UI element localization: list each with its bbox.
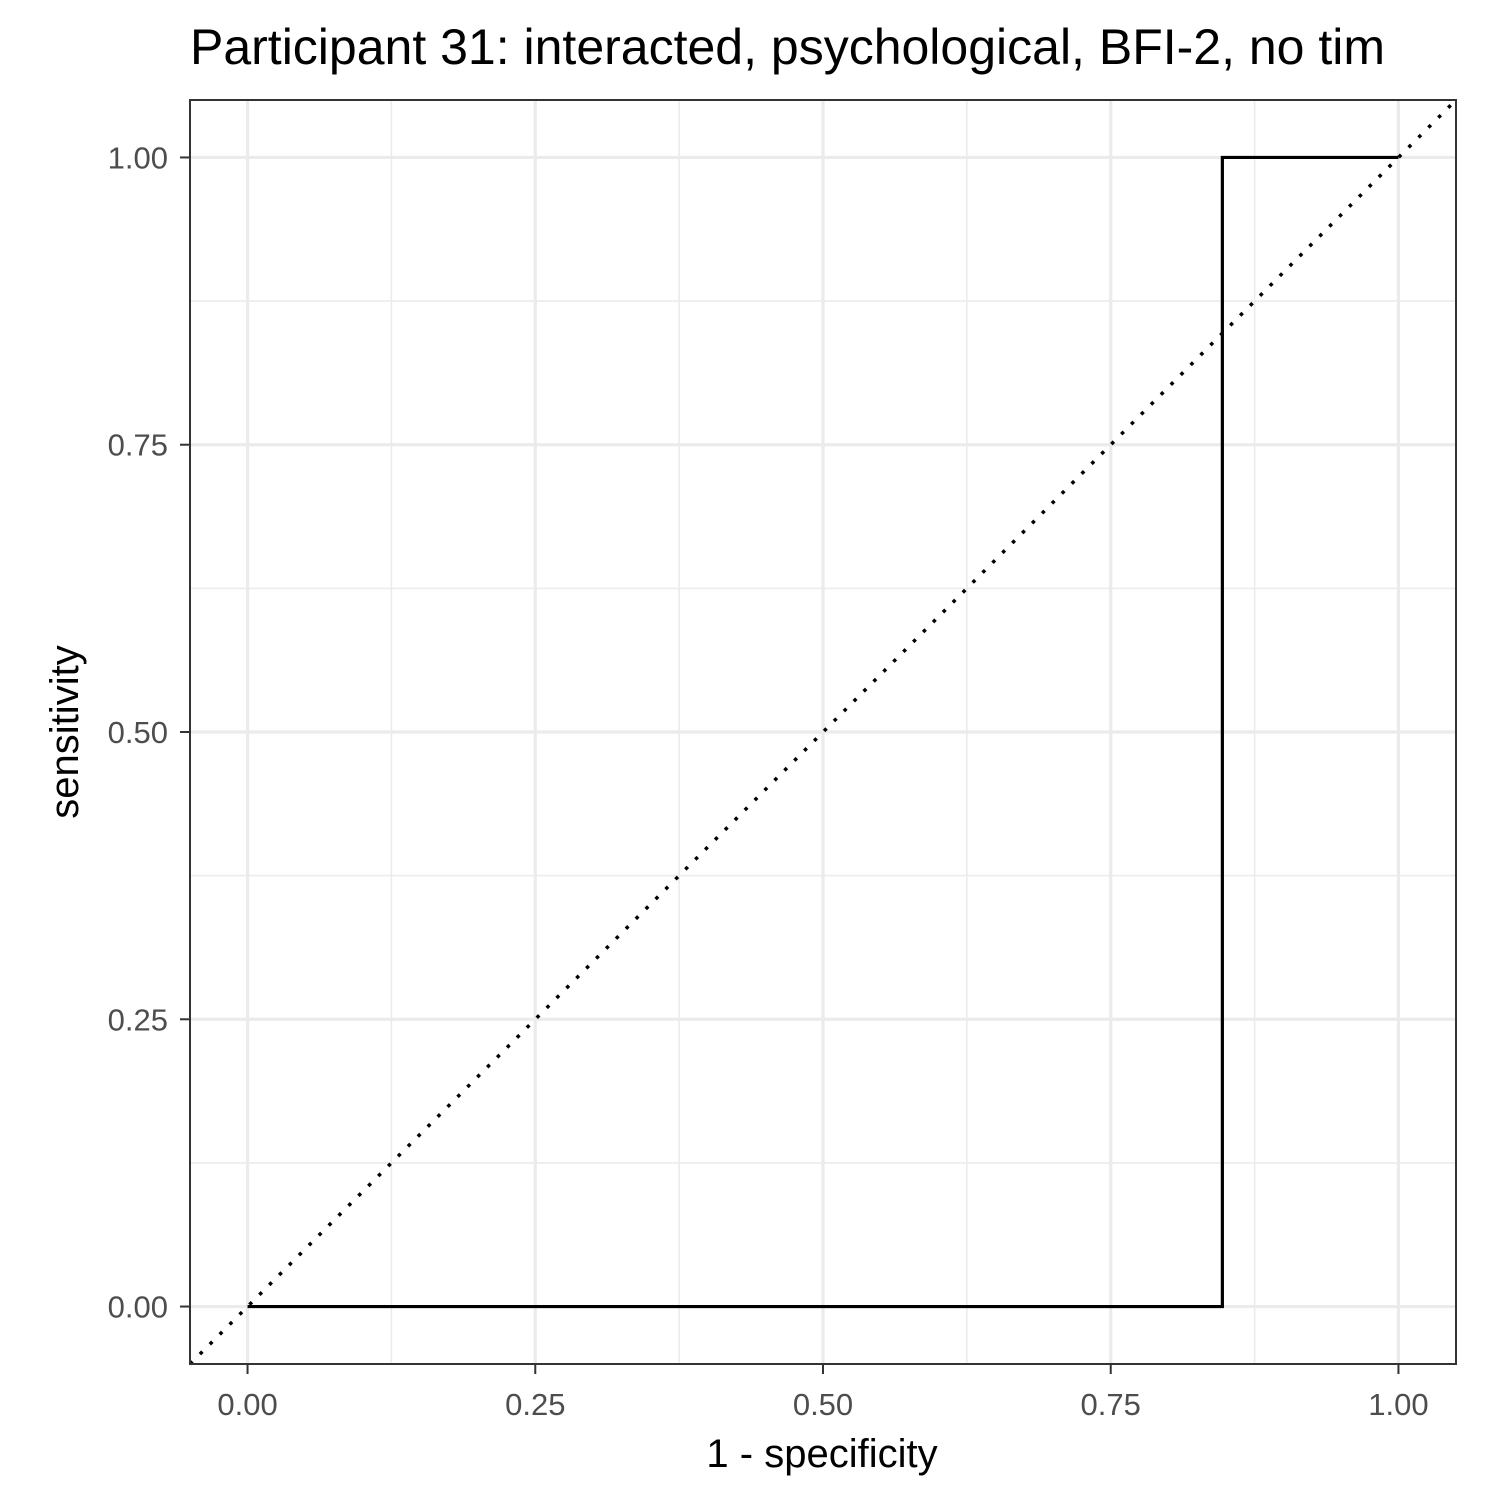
axes: 0.00 0.25 0.50 0.75 1.00 0.00 0.25 0.50 0.75 1.00 (108, 140, 1429, 1422)
y-tick-label: 0.00 (108, 1290, 168, 1325)
x-tick-label: 0.25 (505, 1387, 565, 1422)
x-tick-label: 0.75 (1081, 1387, 1141, 1422)
x-tick-label: 0.50 (793, 1387, 853, 1422)
y-tick-label: 0.75 (108, 428, 168, 463)
y-tick-label: 0.25 (108, 1002, 168, 1037)
plot-series (188, 98, 1458, 1366)
y-axis-title: sensitivity (43, 645, 87, 818)
x-axis-title: 1 - specificity (706, 1432, 937, 1476)
roc-curve-line (247, 155, 1399, 1309)
x-tick-label: 1.00 (1368, 1387, 1428, 1422)
y-tick-label: 1.00 (108, 140, 168, 175)
y-tick-label: 0.50 (108, 715, 168, 750)
x-tick-label: 0.00 (217, 1387, 277, 1422)
chart-title: Participant 31: interacted, psychologica… (190, 19, 1385, 75)
